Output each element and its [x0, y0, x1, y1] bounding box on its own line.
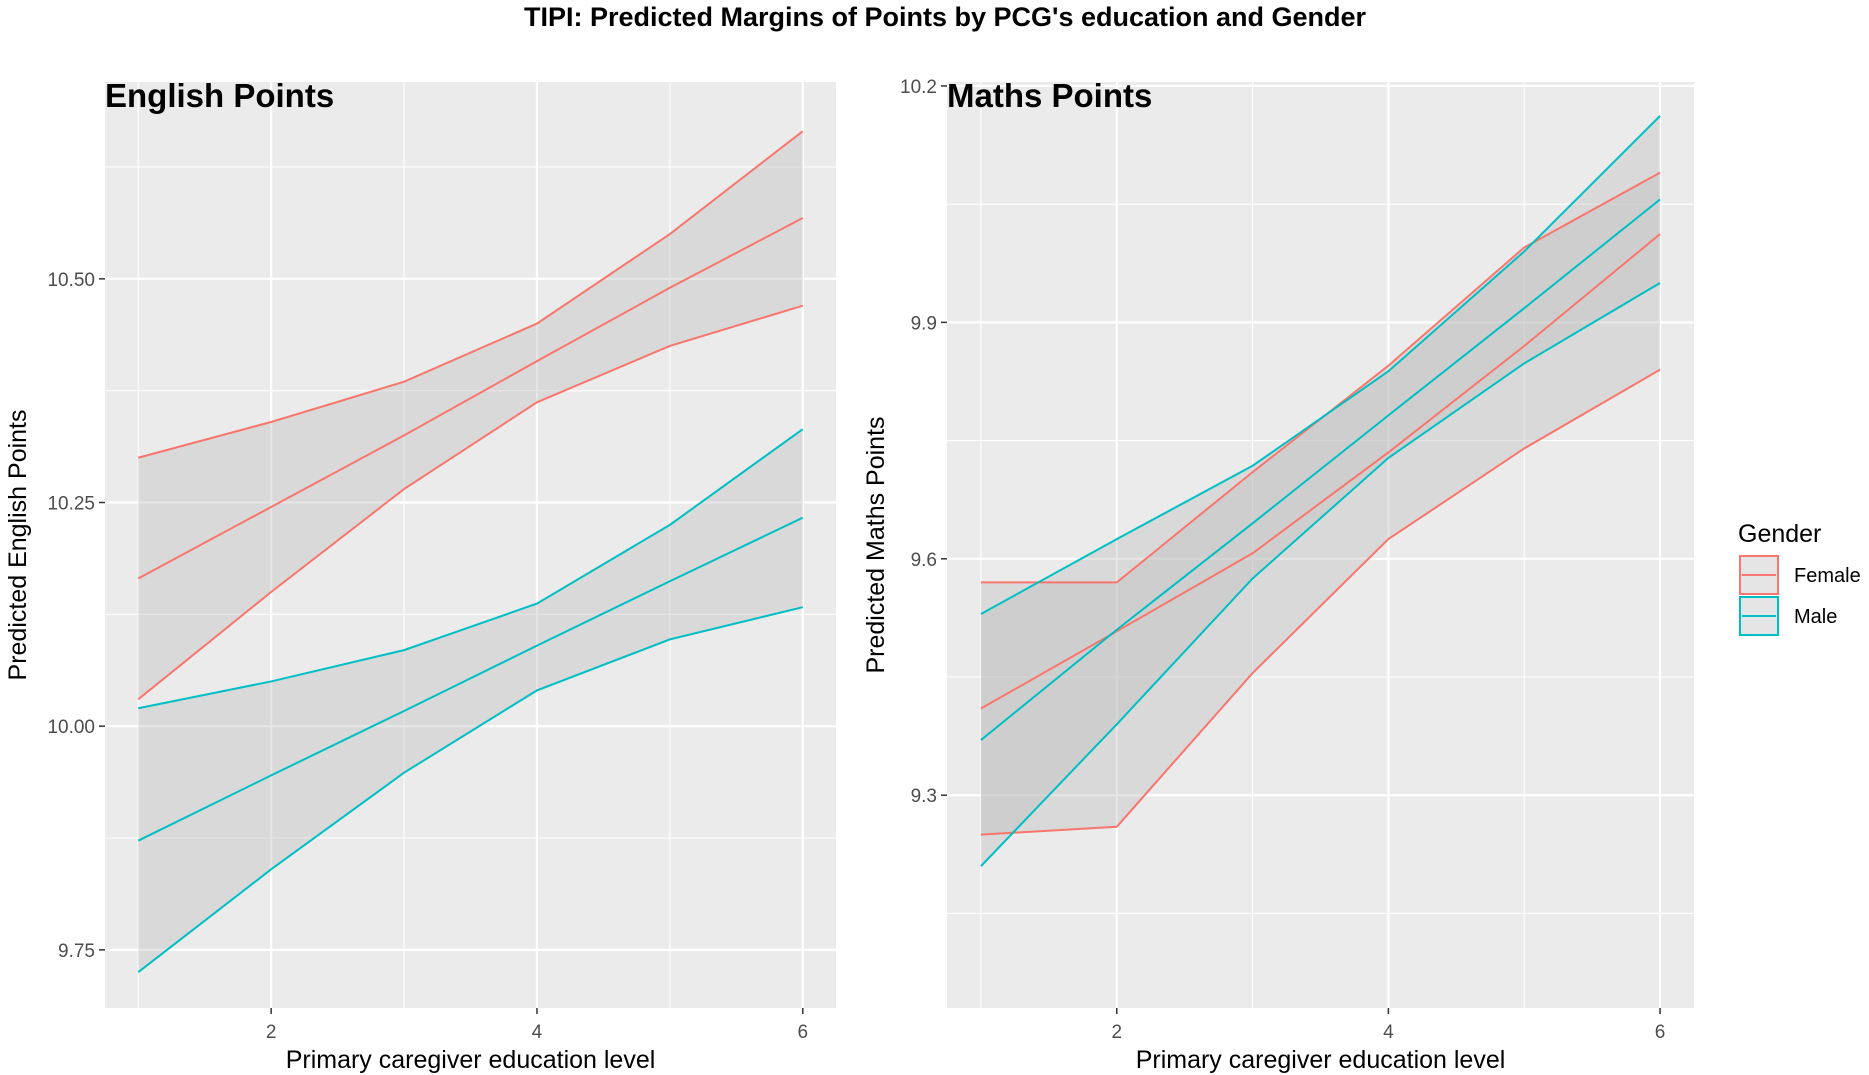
english-female-lower-bound-line: [137, 304, 804, 701]
maths-plot-background: [947, 82, 1694, 1008]
english-x-axis-title: Primary caregiver education level: [286, 1046, 656, 1074]
english-female-fitted-line: [137, 217, 804, 580]
english-y-axis-title: Predicted English Points: [4, 410, 32, 681]
english-male-upper-bound-line: [138, 428, 804, 710]
maths-male-fitted-line: [980, 198, 1661, 741]
maths-y-axis-title: Predicted Maths Points: [862, 416, 890, 673]
maths-y-tick-label: 9.9: [911, 313, 937, 334]
legend: Gender Female Male: [1738, 520, 1861, 636]
maths-panel-title: Maths Points: [947, 77, 1152, 114]
legend-label-female: Female: [1794, 565, 1861, 587]
maths-male-upper-bound-line: [980, 115, 1661, 615]
english-x-tick-label: 2: [266, 1022, 277, 1043]
english-male-ribbon: [138, 429, 803, 973]
maths-x-axis-title: Primary caregiver education level: [1136, 1046, 1506, 1074]
english-y-tick-label: 10.25: [47, 494, 95, 515]
english-male-lower-bound-line: [137, 606, 804, 974]
maths-male-lower-bound-line: [980, 282, 1661, 867]
english-female-upper-bound-line: [137, 130, 804, 459]
maths-y-tick-label: 9.6: [911, 550, 937, 571]
maths-female-lower-bound-line: [980, 368, 1661, 836]
english-y-tick-label: 10.00: [47, 717, 95, 738]
english-panel-title: English Points: [105, 77, 334, 114]
legend-label-male: Male: [1794, 606, 1837, 628]
maths-y-tick-label: 10.2: [900, 77, 937, 98]
maths-x-tick-label: 4: [1383, 1022, 1394, 1043]
maths-x-tick-label: 2: [1111, 1022, 1122, 1043]
maths-y-tick-label: 9.3: [911, 786, 937, 807]
english-male-fitted-line: [137, 516, 804, 842]
english-x-tick-label: 6: [797, 1022, 808, 1043]
english-y-tick-label: 9.75: [58, 941, 95, 962]
english-x-tick-label: 4: [532, 1022, 543, 1043]
english-points-panel: 9.75 10.00 10.25 10.50 2 4 6 Primary caregiver …: [4, 77, 836, 1074]
english-female-ribbon: [138, 131, 803, 700]
maths-male-ribbon: [980, 115, 1661, 867]
figure-title: TIPI: Predicted Margins of Points by PCG…: [523, 2, 1367, 32]
english-plot-background: [105, 82, 836, 1008]
maths-female-fitted-line: [980, 233, 1661, 710]
legend-title: Gender: [1738, 520, 1821, 548]
english-y-tick-label: 10.50: [47, 270, 95, 291]
maths-x-tick-label: 6: [1655, 1022, 1666, 1043]
maths-points-panel: 9.3 9.6 9.9 10.2 2 4 6 Primary caregiver educat…: [862, 77, 1694, 1074]
